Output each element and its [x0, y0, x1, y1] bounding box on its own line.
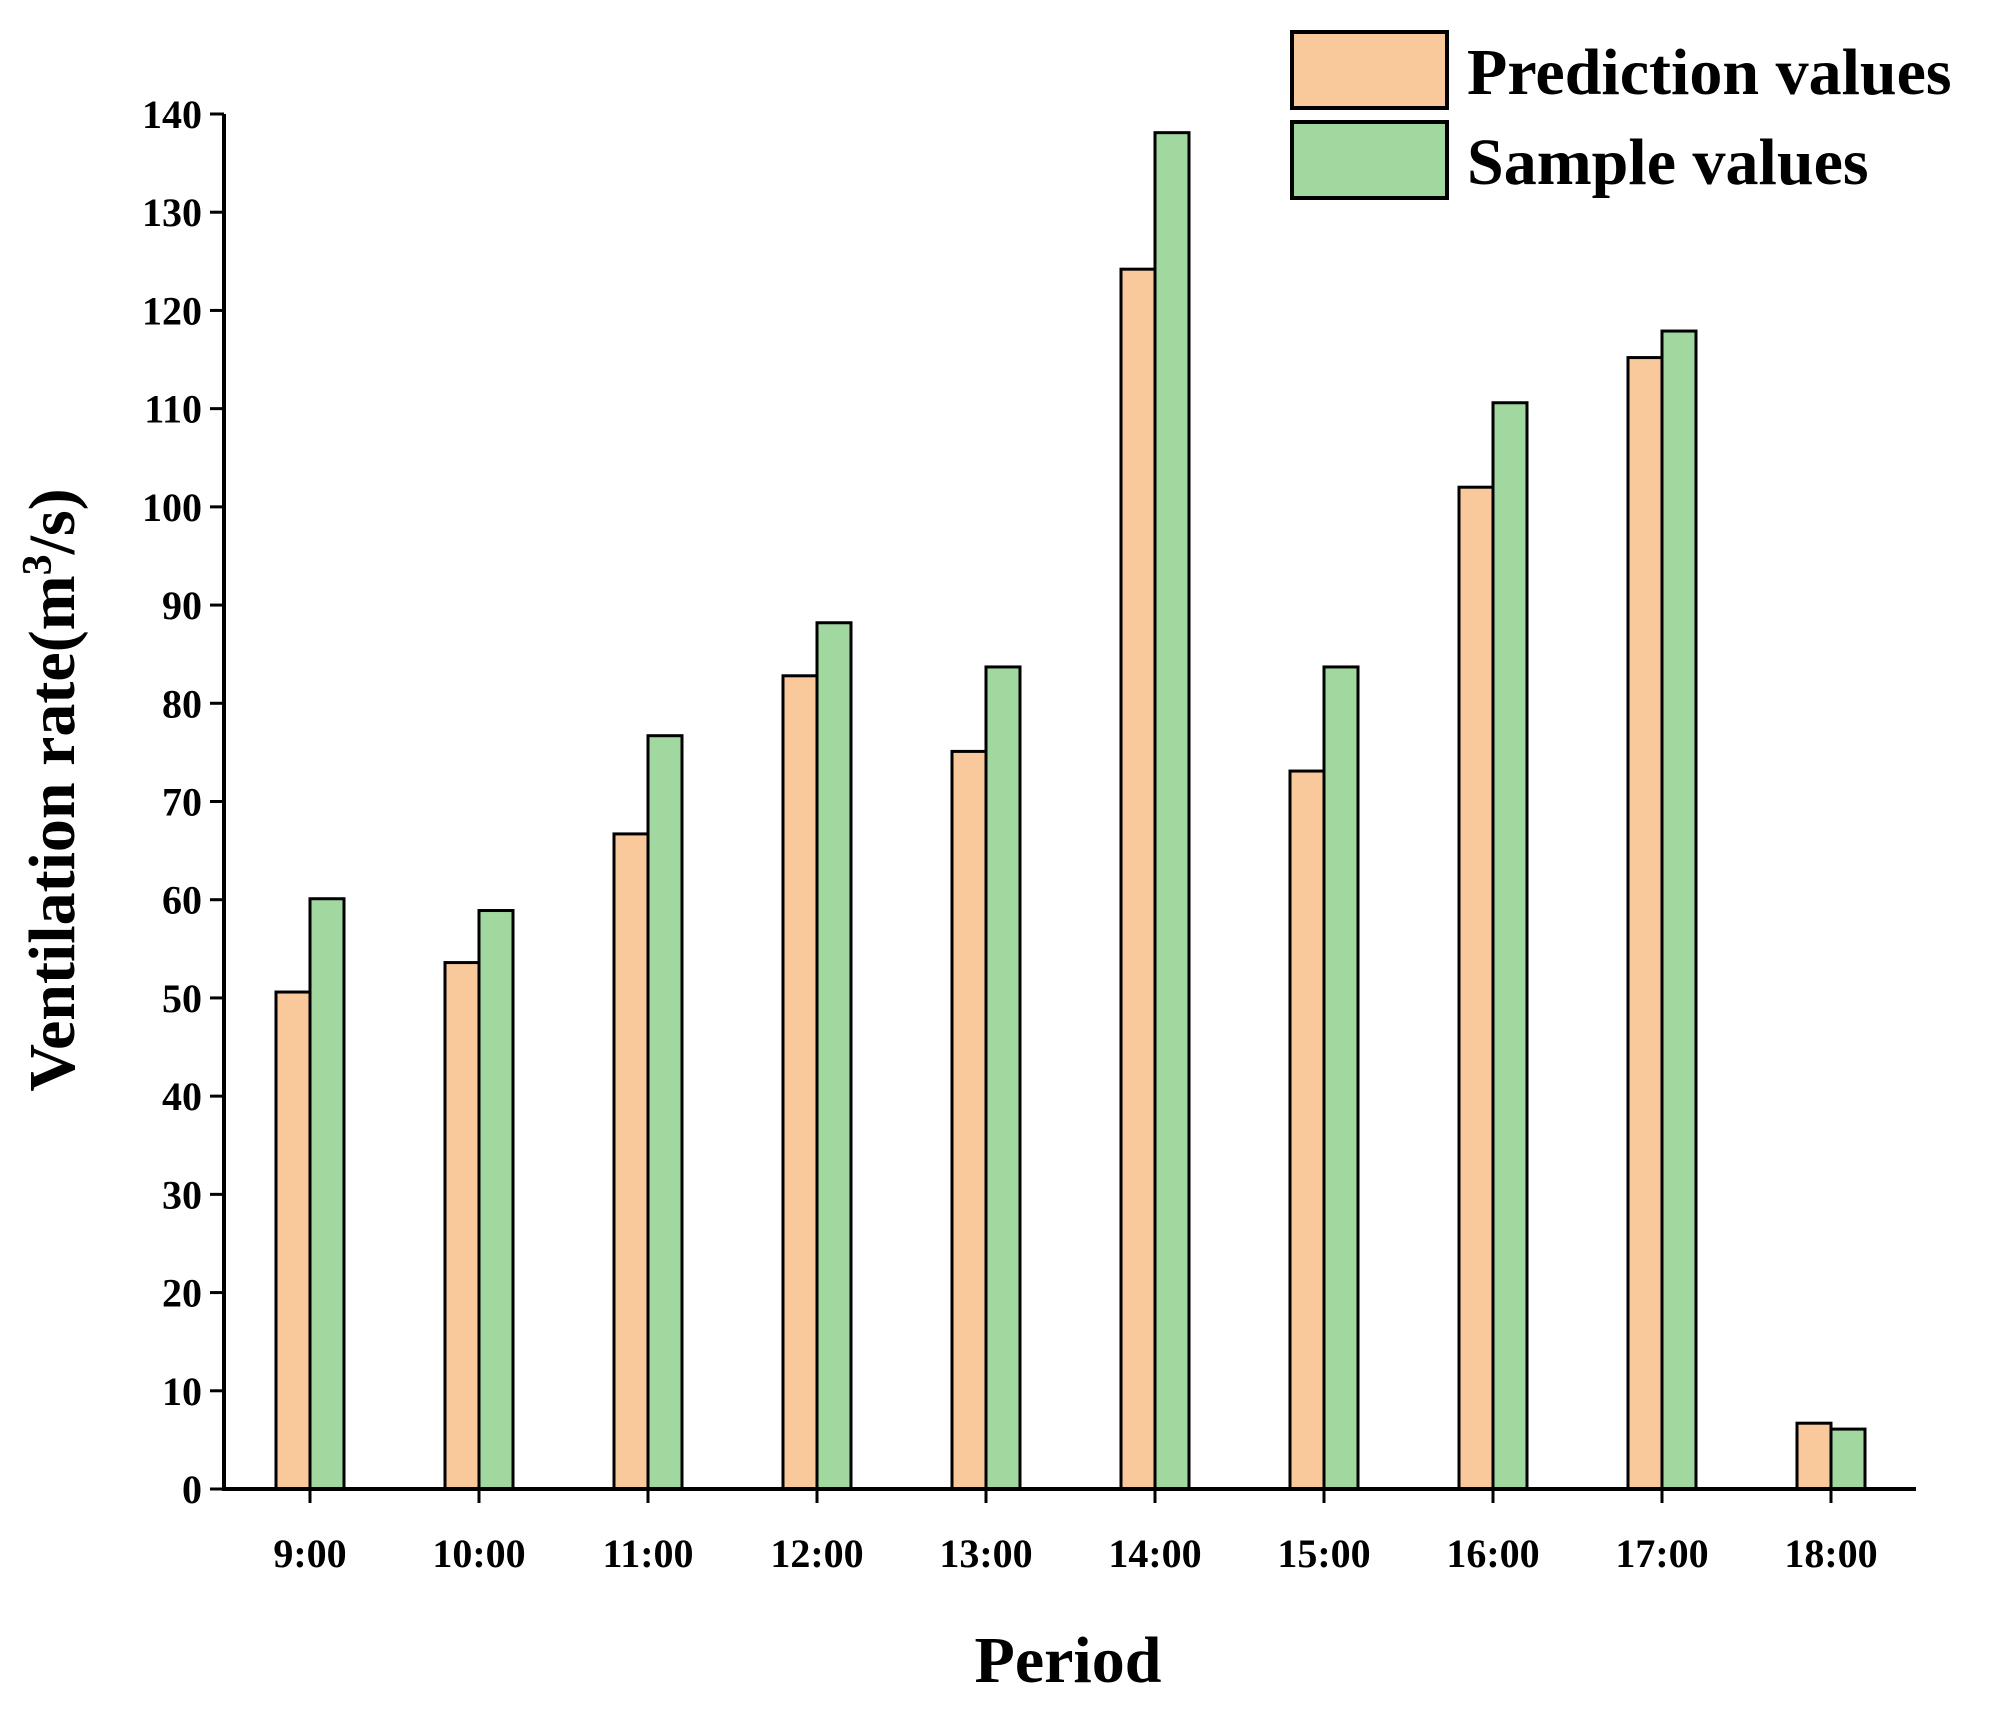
y-tick-label: 20: [162, 1271, 202, 1316]
x-tick-label: 18:00: [1784, 1531, 1877, 1576]
legend-swatch-prediction: [1290, 30, 1449, 110]
bar-sample-1300: [984, 665, 1022, 1491]
y-tick-label: 10: [162, 1369, 202, 1414]
bar-prediction-1200: [781, 674, 819, 1491]
y-tick-label: 0: [182, 1467, 202, 1512]
legend-swatch-sample: [1290, 120, 1449, 200]
y-tick-label: 60: [162, 878, 202, 923]
bar-prediction-1300: [950, 749, 988, 1491]
bar-prediction-1400: [1119, 267, 1157, 1491]
y-axis-title-main: Ventilation rate(m: [16, 575, 89, 1091]
y-axis-title-tail: /s): [16, 488, 89, 555]
bar-sample-1800: [1829, 1427, 1867, 1491]
bar-sample-1400: [1153, 131, 1191, 1491]
y-tick-label: 40: [162, 1074, 202, 1119]
x-tick-label: 9:00: [273, 1531, 346, 1576]
x-tick-label: 12:00: [770, 1531, 863, 1576]
x-tick-label: 17:00: [1615, 1531, 1708, 1576]
y-tick-label: 70: [162, 780, 202, 825]
bars-group: [274, 131, 1867, 1491]
x-axis-title: Period: [975, 1624, 1162, 1697]
bar-prediction-1600: [1457, 485, 1495, 1491]
bar-prediction-1100: [612, 832, 650, 1491]
y-tick-label: 50: [162, 976, 202, 1021]
y-tick-label: 90: [162, 583, 202, 628]
y-axis-title-superscript: 3: [15, 554, 61, 575]
bar-sample-1100: [646, 734, 684, 1491]
bar-prediction-1500: [1288, 769, 1326, 1491]
bar-sample-1000: [477, 909, 515, 1491]
bar-sample-1700: [1660, 329, 1698, 1491]
y-tick-label: 120: [142, 288, 202, 333]
y-tick-label: 110: [144, 387, 202, 432]
bar-sample-1600: [1491, 401, 1529, 1491]
x-tick-label: 15:00: [1277, 1531, 1370, 1576]
legend: Prediction values Sample values: [1290, 30, 1952, 200]
x-tick-label: 16:00: [1446, 1531, 1539, 1576]
bar-sample-1500: [1322, 665, 1360, 1491]
bar-prediction-1800: [1795, 1421, 1833, 1491]
y-tick-label: 30: [162, 1172, 202, 1217]
bar-sample-900: [308, 897, 346, 1491]
y-tick-label: 100: [142, 485, 202, 530]
bar-sample-1200: [815, 621, 853, 1491]
legend-label-sample: Sample values: [1467, 126, 1869, 199]
x-ticks-group: 9:00 10:00 11:00 12:00 13:00 14:00 15:00 16:00 1…: [273, 1489, 1878, 1576]
y-tick-label: 80: [162, 681, 202, 726]
bar-prediction-1000: [443, 961, 481, 1491]
bar-prediction-1700: [1626, 356, 1664, 1491]
y-tick-label: 130: [142, 190, 202, 235]
x-tick-label: 11:00: [602, 1531, 693, 1576]
y-tick-label: 140: [142, 92, 202, 137]
x-tick-label: 14:00: [1108, 1531, 1201, 1576]
y-ticks-group: 0 10 20 30 40 50 60 70 80 90 100 110 120 130 140: [142, 92, 224, 1512]
bar-prediction-900: [274, 990, 312, 1491]
x-tick-label: 10:00: [432, 1531, 525, 1576]
y-axis-title: Ventilation rate(m3/s): [15, 488, 89, 1091]
legend-label-prediction: Prediction values: [1467, 36, 1952, 109]
x-tick-label: 13:00: [939, 1531, 1032, 1576]
